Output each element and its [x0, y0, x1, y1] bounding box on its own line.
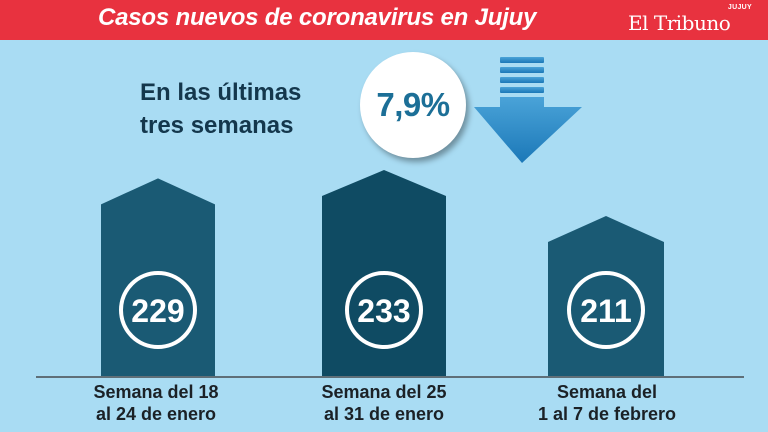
- el-tribuno-logo: El Tribuno JUJUY: [628, 4, 758, 37]
- value-ring-3: [567, 271, 645, 349]
- arrow-down-icon: [474, 57, 582, 163]
- value-ring-1: [119, 271, 197, 349]
- page-title: Casos nuevos de coronavirus en Jujuy: [98, 4, 537, 31]
- category-label-1: Semana del 18 al 24 de enero: [93, 382, 219, 424]
- category-label-3: Semana del 1 al 7 de febrero: [537, 382, 677, 424]
- data-label-1: 229: [131, 293, 184, 329]
- summary-text: En las últimas tres semanas: [140, 79, 302, 139]
- data-label-2: 233: [357, 293, 410, 329]
- header-bar: Casos nuevos de coronavirus en Jujuy El …: [0, 0, 768, 40]
- data-label-3: 211: [580, 293, 632, 329]
- logo-region: JUJUY: [727, 4, 752, 11]
- bar-1: [101, 178, 215, 376]
- percent-badge: 7,9%: [360, 52, 466, 158]
- category-label-2: Semana del 25 al 31 de enero: [321, 382, 447, 424]
- percent-change: 7,9%: [376, 86, 450, 123]
- chart-baseline: [36, 376, 744, 378]
- value-ring-2: [345, 271, 423, 349]
- logo-text: El Tribuno: [628, 11, 731, 35]
